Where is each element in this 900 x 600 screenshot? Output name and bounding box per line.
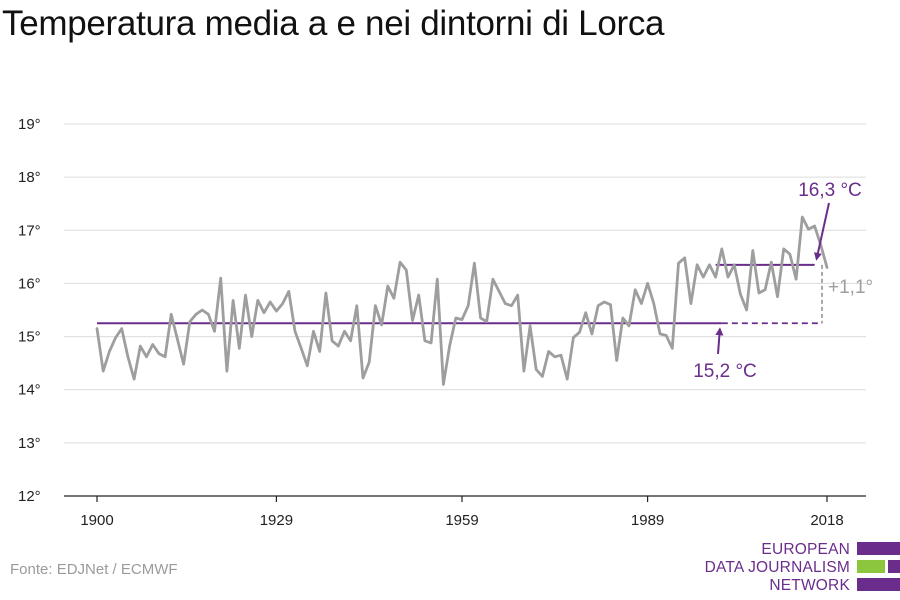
y-tick-label: 15° [18, 329, 41, 346]
annotations: 16,3 °C 15,2 °C +1,1° [693, 180, 873, 382]
logo-bar-top [857, 542, 900, 555]
logo-bar-green [857, 560, 885, 573]
x-tick-label: 2018 [810, 512, 843, 529]
y-tick-label: 14° [18, 382, 41, 399]
recent-average-arrow [814, 202, 830, 261]
y-tick-label: 17° [18, 222, 41, 239]
y-tick-label: 16° [18, 275, 41, 292]
logo-text: EUROPEAN DATA JOURNALISM NETWORK [705, 541, 850, 595]
x-tick-label: 1959 [445, 512, 478, 529]
logo-line-3: NETWORK [769, 577, 850, 594]
logo-bar-purple [888, 560, 900, 573]
source-note: Fonte: EDJNet / ECMWF [10, 561, 178, 578]
y-tick-label: 12° [18, 488, 41, 505]
x-tick-label: 1929 [260, 512, 293, 529]
logo-line-2: DATA JOURNALISM [704, 559, 850, 576]
y-tick-label: 19° [18, 116, 41, 133]
series [95, 215, 829, 386]
baseline-average-arrow [715, 327, 724, 355]
gridlines [64, 123, 866, 444]
chart-title: Temperatura media a e nei dintorni di Lo… [2, 4, 665, 43]
logo-bar-bottom [857, 578, 900, 591]
recent-average-label: 16,3 °C [798, 180, 862, 201]
temperature-series-line [95, 215, 829, 386]
x-tick-label: 1989 [631, 512, 664, 529]
logo-bar-middle [857, 560, 900, 573]
edjnet-logo: EUROPEAN DATA JOURNALISM NETWORK [700, 541, 900, 597]
x-tick-label: 1900 [80, 512, 113, 529]
baseline-average-label: 15,2 °C [693, 361, 757, 382]
axes: 12° 13° 14° 15° 16° 17° 18° 19° 1900 1929 1959 1989… [18, 116, 866, 529]
y-tick-label: 18° [18, 169, 41, 186]
difference-label: +1,1° [828, 277, 873, 298]
logo-line-1: EUROPEAN [761, 541, 850, 558]
y-tick-label: 13° [18, 435, 41, 452]
